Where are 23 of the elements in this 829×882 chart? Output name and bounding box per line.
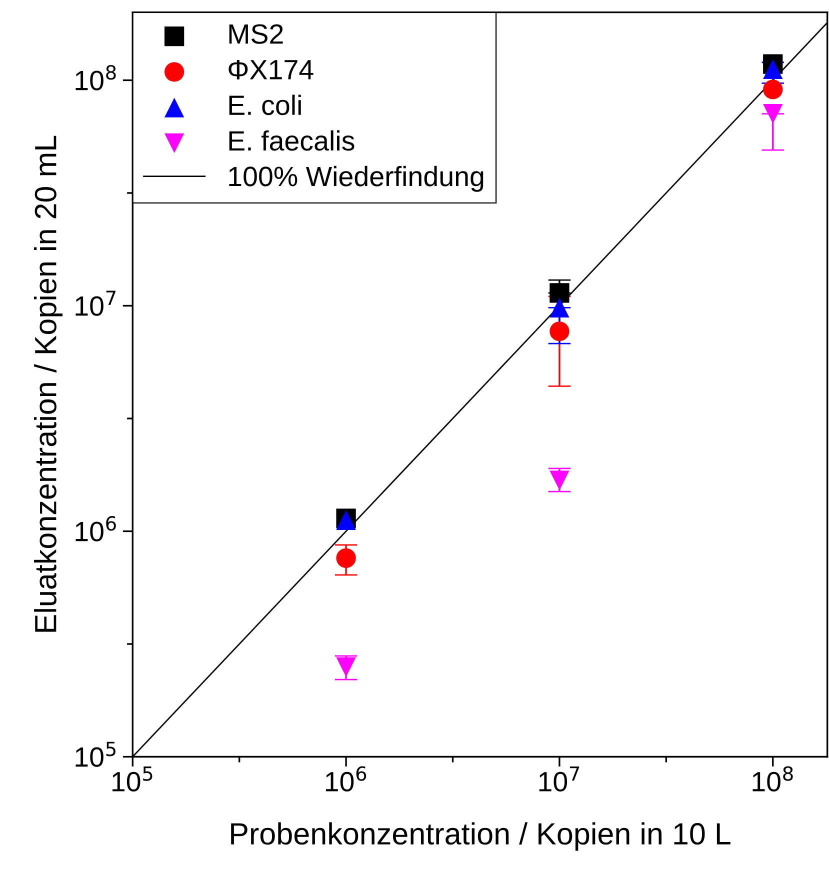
point — [763, 80, 783, 100]
x-tick-label: 10$^{6}$ — [326, 766, 366, 792]
x-tick-label: 10$^{5}$ — [112, 766, 152, 792]
point — [763, 104, 783, 124]
legend-label: E. faecalis — [229, 130, 354, 151]
point — [336, 548, 356, 568]
x-tick-label: 10$^{8}$ — [752, 766, 793, 792]
point — [550, 283, 570, 303]
point — [763, 59, 783, 79]
y-tick-label: 10$^{5}$ — [76, 742, 116, 767]
x-tick-label: 10$^{7}$ — [539, 766, 580, 792]
point — [550, 298, 570, 318]
point — [336, 657, 356, 677]
x-axis-title: Probenkonzentration / Kopien in 10 L — [231, 822, 730, 851]
y-tick-label: 10$^{6}$ — [76, 516, 116, 542]
y-tick-label: 10$^{8}$ — [76, 65, 116, 90]
y-axis-title: Eluatkonzentration / Kopien in 20 mL — [34, 136, 62, 632]
legend-label: 100% Wiederfindung — [229, 166, 484, 192]
point — [550, 322, 570, 342]
y-tick-label: 10$^{7}$ — [76, 290, 116, 316]
legend-label: ΦX174 — [228, 60, 314, 80]
legend-label: E. coli — [229, 94, 301, 116]
legend-label: MS2 — [229, 24, 283, 44]
